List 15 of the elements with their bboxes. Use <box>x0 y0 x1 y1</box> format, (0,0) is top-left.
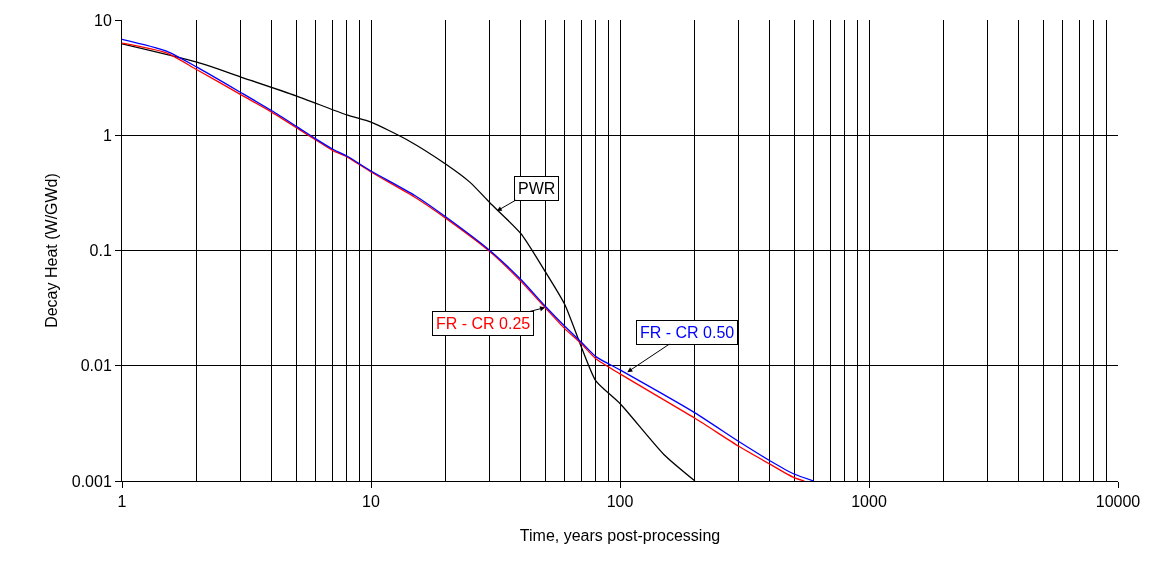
y-tick-label: 0.1 <box>89 242 112 260</box>
annotation: PWR <box>518 180 556 197</box>
x-tick-label: 100 <box>606 493 634 511</box>
y-tick-label: 0.001 <box>71 472 112 490</box>
y-tick-label: 0.01 <box>80 357 112 375</box>
annotation: FR - CR 0.50 <box>640 324 735 341</box>
y-tick-label: 1 <box>102 126 112 144</box>
x-tick-label: 10000 <box>1095 493 1141 511</box>
annotation: FR - CR 0.25 <box>436 315 531 332</box>
y-axis-title: Decay Heat (W/GWd) <box>42 173 60 328</box>
x-axis-title: Time, years post-processing <box>519 526 721 544</box>
x-tick-label: 10 <box>362 493 380 511</box>
x-tick-label: 1000 <box>851 493 887 511</box>
y-tick-label: 10 <box>94 11 112 29</box>
x-tick-label: 1 <box>117 493 127 511</box>
